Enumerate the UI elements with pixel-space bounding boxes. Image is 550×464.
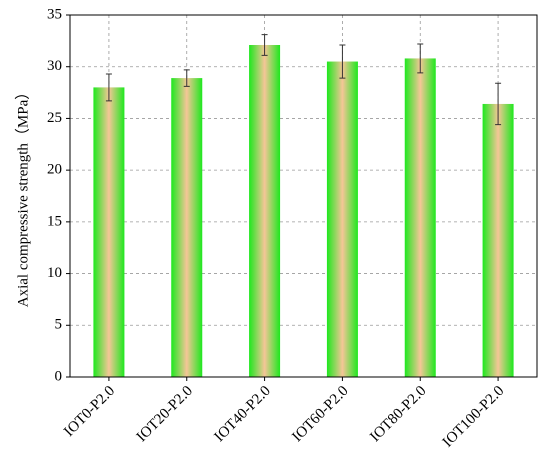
y-tick-label: 0 (55, 368, 63, 384)
bar (171, 78, 203, 377)
y-tick-label: 5 (55, 317, 63, 333)
y-tick-label: 35 (47, 6, 62, 22)
y-tick-label: 15 (47, 213, 62, 229)
bar (93, 87, 125, 378)
x-tick-label: IOT100-P2.0 (440, 383, 508, 451)
error-bar (339, 44, 346, 79)
x-tick-label: IOT0-P2.0 (61, 383, 118, 440)
x-tick-label: IOT60-P2.0 (289, 383, 351, 445)
x-tick-label: IOT40-P2.0 (212, 383, 274, 445)
error-bar (183, 69, 190, 87)
bar (326, 61, 358, 378)
bar (249, 44, 281, 377)
error-bar (417, 43, 424, 74)
plot-frame (69, 14, 538, 378)
bar (404, 58, 436, 377)
y-tick-label: 20 (47, 162, 62, 178)
error-bar (105, 73, 112, 102)
x-tick-label: IOT20-P2.0 (134, 383, 196, 445)
x-tick-label: IOT80-P2.0 (367, 383, 429, 445)
bar (482, 103, 514, 377)
error-bar (261, 34, 268, 56)
y-tick-label: 10 (47, 265, 62, 281)
y-tick-label: 30 (47, 58, 62, 74)
y-tick-label: 25 (47, 110, 62, 126)
error-bar (495, 82, 502, 126)
y-axis-label: Axial compressive strength（MPa） (14, 85, 31, 307)
